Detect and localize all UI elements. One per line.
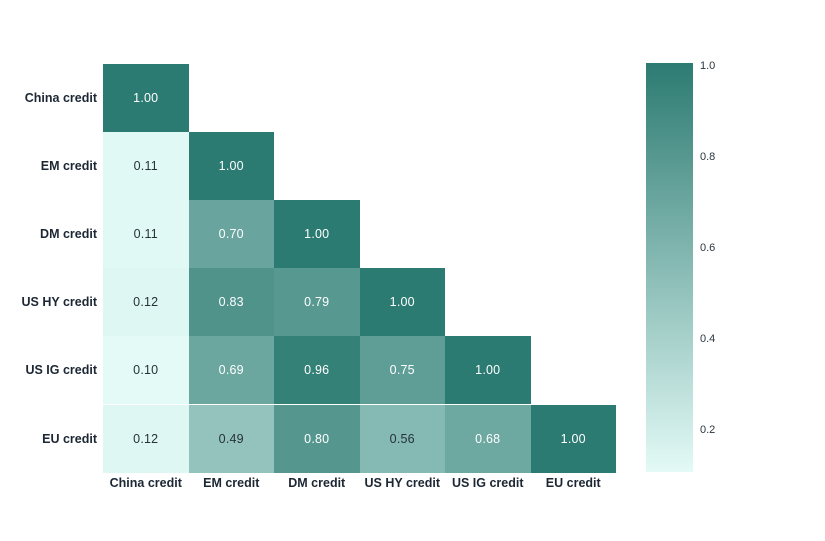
heatmap-cell: 0.11 <box>103 132 189 201</box>
heatmap-cell: 0.11 <box>103 200 189 269</box>
colorbar-tick-label: 0.4 <box>700 332 716 345</box>
heatmap-cell: 1.00 <box>274 200 360 269</box>
heatmap-cell: 0.69 <box>188 336 274 405</box>
heatmap-cell: 0.12 <box>103 404 189 473</box>
heatmap-cell: 1.00 <box>445 336 531 405</box>
heatmap-cell: 0.68 <box>445 404 531 473</box>
x-axis-label: US HY credit <box>364 476 441 490</box>
heatmap-cell: 1.00 <box>359 268 445 337</box>
y-axis-label: US HY credit <box>21 295 98 310</box>
heatmap-cell: 0.70 <box>188 200 274 269</box>
colorbar-gradient <box>646 63 693 472</box>
heatmap-cell: 0.83 <box>188 268 274 337</box>
y-axis-label: EU credit <box>42 431 97 446</box>
x-axis-label: DM credit <box>288 476 346 490</box>
x-axis-label: EU credit <box>545 476 601 490</box>
colorbar-tick-label: 0.8 <box>700 150 716 163</box>
heatmap-grid: 1.00 0.11 1.00 0.11 0.70 1.00 0.12 0.83 0.79 1.00… <box>103 64 616 473</box>
heatmap-cell: 0.10 <box>103 336 189 405</box>
heatmap-cell: 0.80 <box>274 404 360 473</box>
colorbar-tick-label: 0.2 <box>700 423 716 436</box>
heatmap-cell: 0.12 <box>103 268 189 337</box>
colorbar-tick-label: 0.6 <box>700 241 716 254</box>
y-axis-label: DM credit <box>40 227 97 242</box>
x-axis-label: EM credit <box>203 476 260 490</box>
y-axis-label: EM credit <box>40 159 97 174</box>
heatmap-cell: 0.96 <box>274 336 360 405</box>
heatmap-cell: 0.49 <box>188 404 274 473</box>
heatmap-cell: 0.79 <box>274 268 360 337</box>
heatmap-cell: 0.75 <box>359 336 445 405</box>
y-axis-label: US IG credit <box>25 363 97 378</box>
y-axis-label: China credit <box>24 91 97 106</box>
heatmap-cell: 1.00 <box>530 404 616 473</box>
x-axis-label: China credit <box>109 476 182 490</box>
heatmap-cell: 0.56 <box>359 404 445 473</box>
heatmap-cell: 1.00 <box>188 132 274 201</box>
heatmap-cell: 1.00 <box>103 64 189 133</box>
x-axis-label: US IG credit <box>451 476 524 490</box>
colorbar-tick-label: 1.0 <box>700 60 716 72</box>
